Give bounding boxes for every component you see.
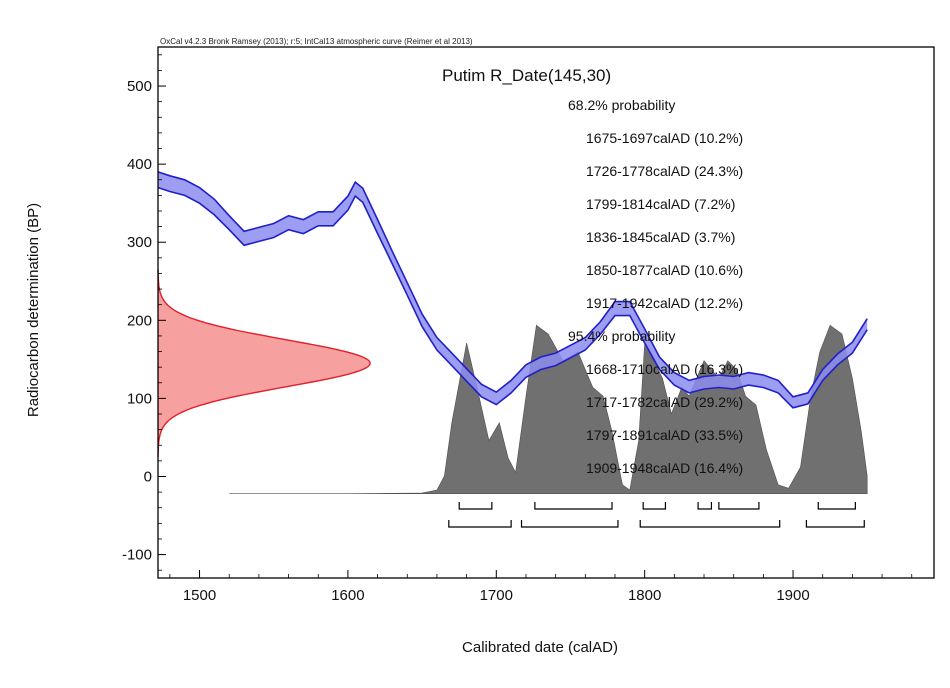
radiocarbon-date-curve [157,269,371,457]
calibration-curve-layer [157,171,868,409]
sigma1-bracket [642,502,667,510]
sigma2-bracket [639,520,781,528]
y-tick-label: 500 [127,78,152,95]
y-tick-label: 300 [127,234,152,251]
sigma2-range: 1717-1782calAD (29.2%) [586,394,743,410]
sigma2-range: 1909-1948calAD (16.4%) [586,460,743,476]
plot-frame [157,46,935,579]
x-tick-label: 1900 [776,587,809,604]
sigma1-bracket [458,502,493,510]
calibrated-distribution-layer [229,324,868,494]
sigma1-bracket [817,502,856,510]
sigma1-range: 1836-1845calAD (3.7%) [586,229,735,245]
sigma1-range: 1917-1942calAD (12.2%) [586,295,743,311]
sigma1-range: 1675-1697calAD (10.2%) [586,130,743,146]
radiocarbon-date-fill [158,269,371,457]
sigma1-label: 68.2% probability [568,97,675,113]
x-tick-label: 1700 [480,587,513,604]
y-axis-title: Radiocarbon determination (BP) [25,203,42,417]
sigma2-bracket [448,520,512,528]
sigma1-bracket [718,502,760,510]
sigma1-range: 1799-1814calAD (7.2%) [586,196,735,212]
y-tick-label: 200 [127,312,152,329]
software-note: OxCal v4.2.3 Bronk Ramsey (2013); r:5; I… [160,37,473,46]
x-axis-title: Calibrated date (calAD) [462,639,618,656]
calibrated-distribution-area [229,324,868,494]
y-tick-label: 400 [127,156,152,173]
sigma2-range: 1797-1891calAD (33.5%) [586,427,743,443]
calibration-lower-line [157,186,868,409]
x-tick-label: 1800 [628,587,661,604]
sigma2-range: 1668-1710calAD (16.3%) [586,361,743,377]
radiocarbon-date-layer [157,269,371,457]
sigma1-bracket [534,502,613,510]
sigma1-range: 1726-1778calAD (24.3%) [586,163,743,179]
x-tick-label: 1500 [183,587,216,604]
sigma1-range: 1850-1877calAD (10.6%) [586,262,743,278]
sigma2-bracket [805,520,865,528]
sigma2-bracket [520,520,619,528]
sigma1-bracket [697,502,713,510]
y-tick-label: 0 [144,468,152,485]
chart-title: Putim R_Date(145,30) [442,66,611,85]
y-tick-label: 100 [127,390,152,407]
range-brackets-layer [448,502,865,528]
x-tick-label: 1600 [331,587,364,604]
sigma2-label: 95.4% probability [568,328,675,344]
axes-layer: -100 0 100 200 300 400 500 1500 1600 1700 1800 1900 [122,46,935,604]
annotation-layer: Putim R_Date(145,30) 68.2% probability 1… [25,66,743,656]
y-tick-label: -100 [122,547,152,564]
calibration-upper-line [157,171,868,398]
